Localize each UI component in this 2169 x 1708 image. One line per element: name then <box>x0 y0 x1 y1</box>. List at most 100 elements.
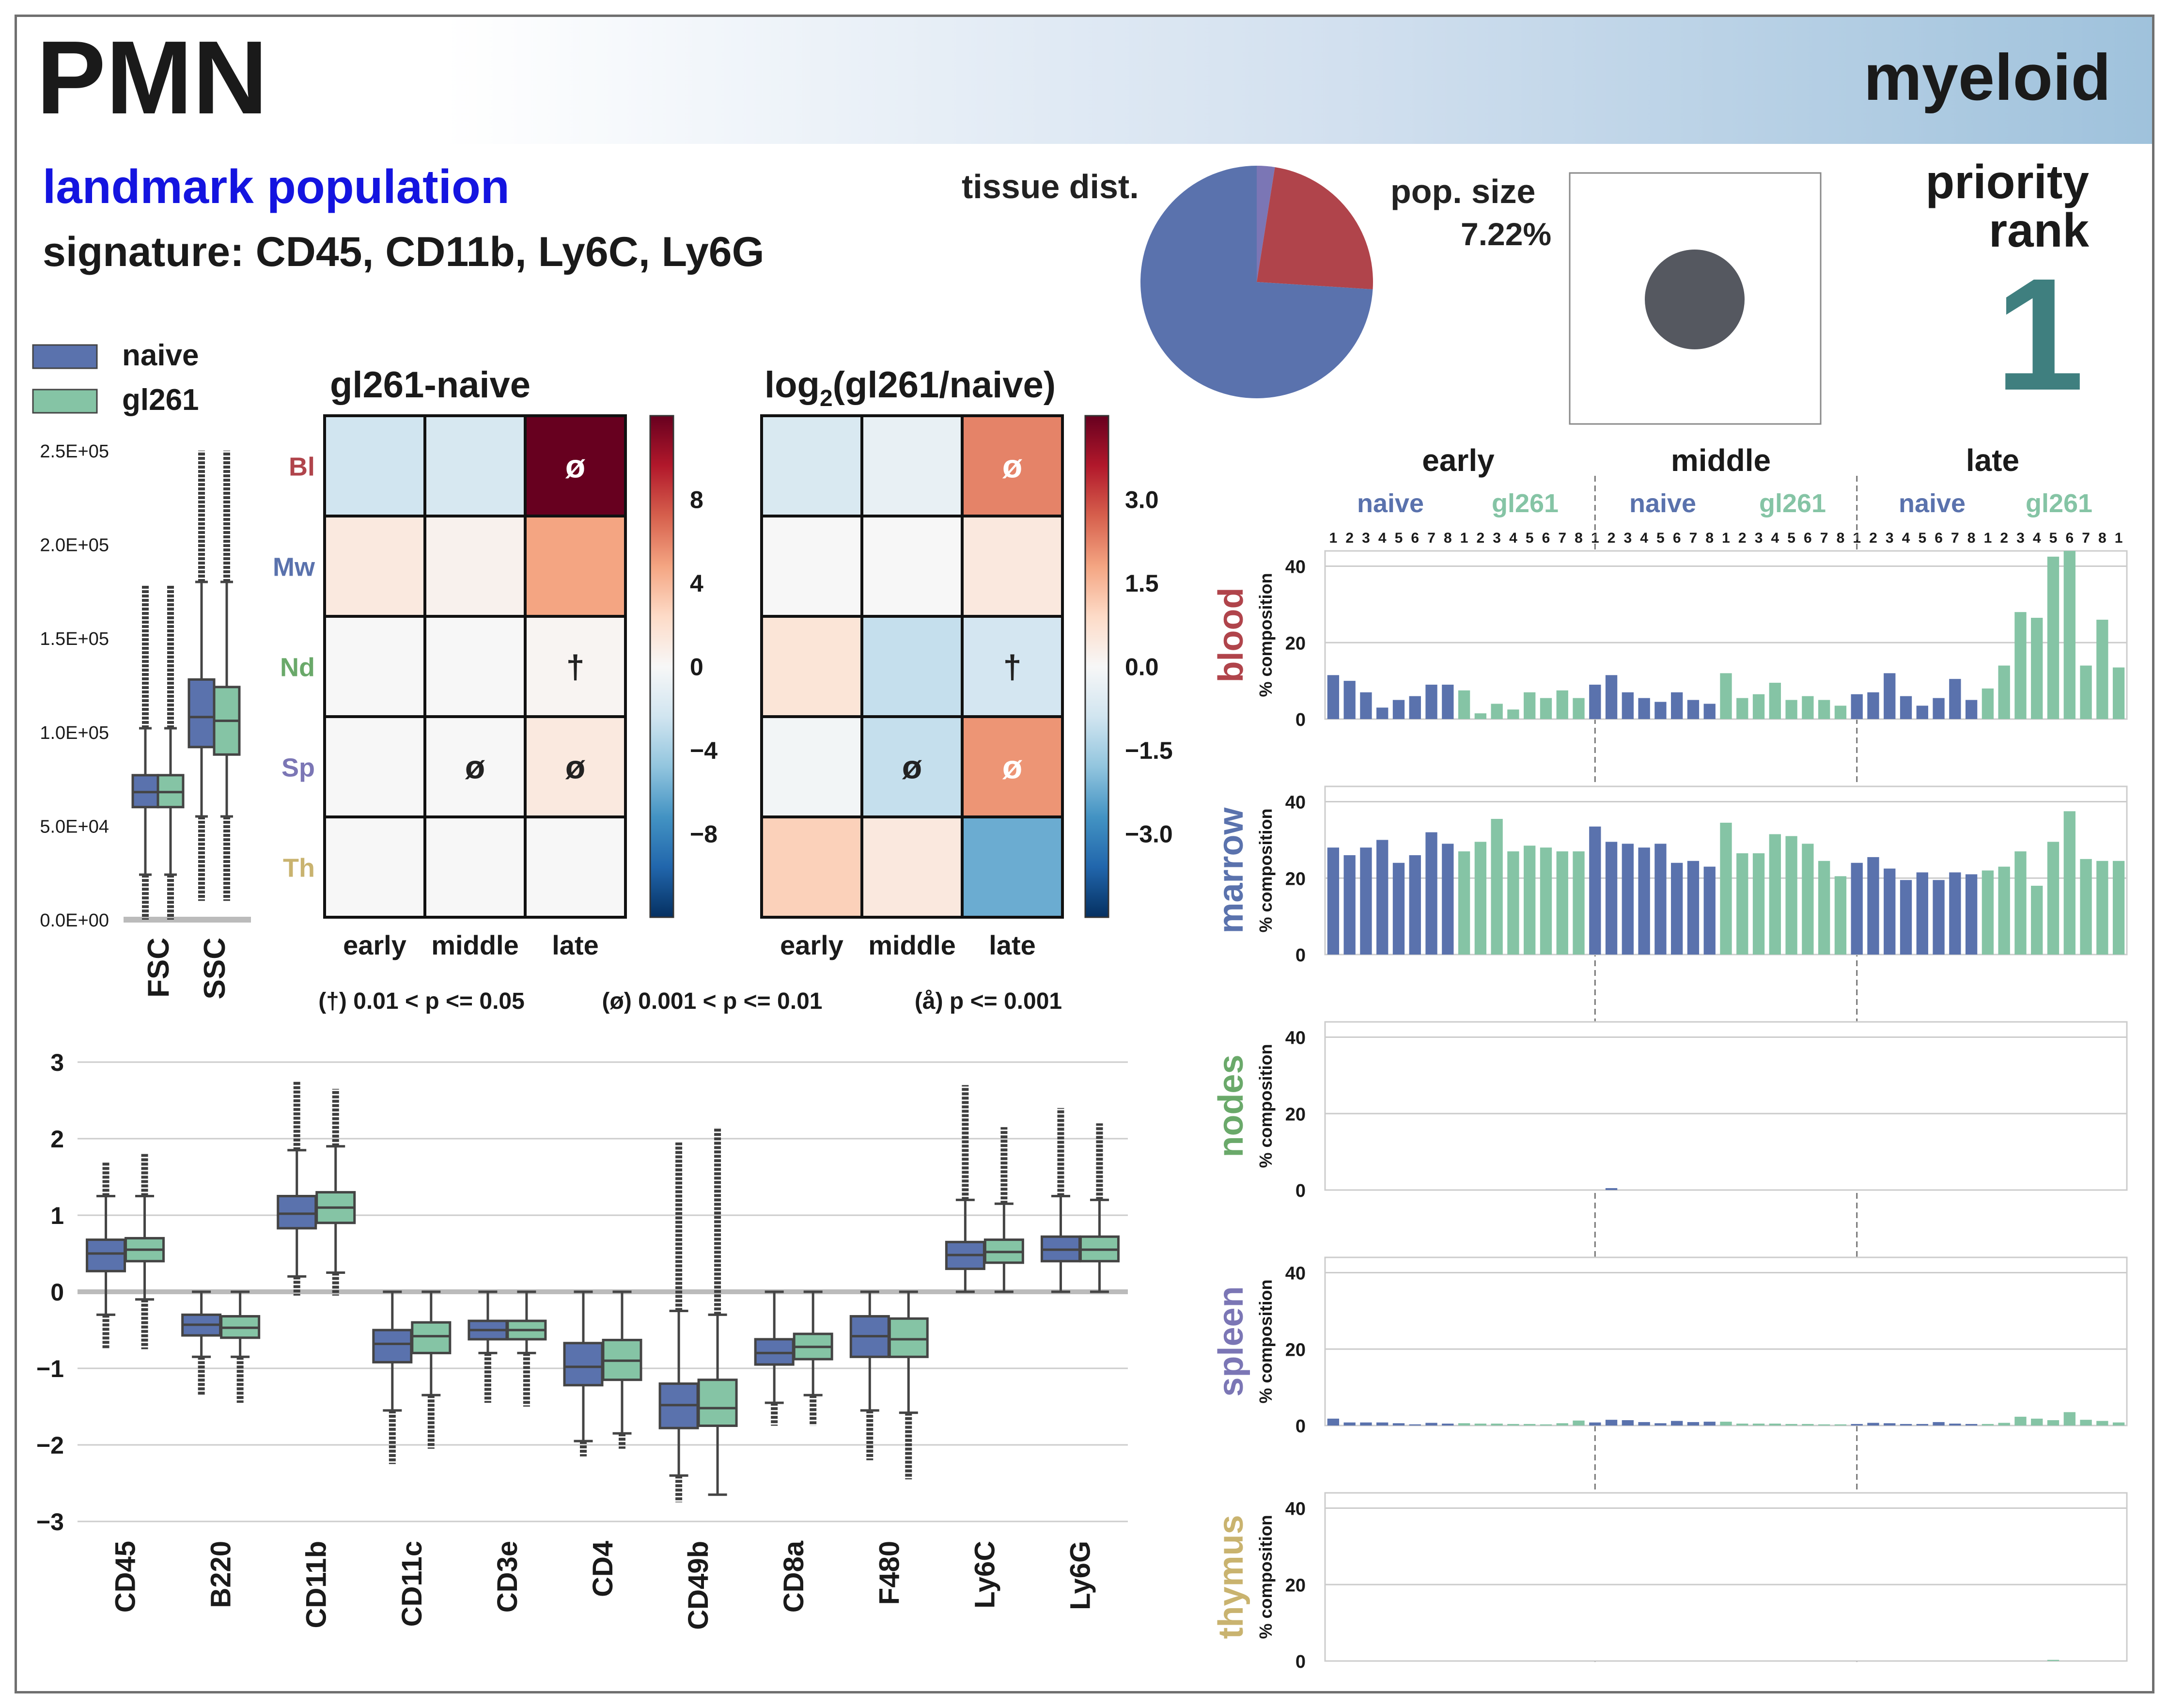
panel-ytick: 20 <box>1285 1104 1306 1125</box>
bar-marrow <box>1884 868 1896 955</box>
heat-cell-Nd-middle <box>860 615 964 718</box>
marker-xlabel-Ly6C: Ly6C <box>969 1541 1000 1609</box>
bar-spleen <box>2031 1418 2043 1426</box>
bar-marrow <box>1654 844 1667 955</box>
marker-box-CD45-gl261 <box>125 1154 165 1349</box>
bar-marrow <box>1949 872 1961 955</box>
bar-blood <box>1442 685 1454 719</box>
bar-blood <box>1949 679 1961 719</box>
bar-spleen <box>1458 1423 1470 1426</box>
bar-blood <box>1736 698 1748 719</box>
replicate-label: 1 <box>1984 530 1992 546</box>
bar-blood <box>1507 709 1519 719</box>
panel-ytick: 40 <box>1285 557 1306 578</box>
bar-marrow <box>1507 851 1519 955</box>
bar-blood <box>1703 704 1716 719</box>
bar-blood <box>1834 705 1847 719</box>
heat-cell-Nd-late <box>961 615 1064 718</box>
replicate-label: 8 <box>1705 530 1714 546</box>
bar-blood <box>1654 702 1667 719</box>
bar-spleen <box>1524 1424 1536 1426</box>
bar-marrow <box>1556 851 1568 955</box>
bar-spleen <box>1769 1424 1781 1426</box>
colorbar-tick: 1.5 <box>1125 570 1159 597</box>
bar-marrow <box>1818 861 1830 955</box>
tissue-dist-label: tissue dist. <box>962 168 1139 205</box>
footnote-slash: (ø) 0.001 < p <= 0.01 <box>602 988 823 1014</box>
marker-box-CD8a-gl261 <box>793 1290 833 1426</box>
heatmap-ratio-title: log2(gl261/naive) <box>765 364 1056 411</box>
condition-label-gl261: gl261 <box>1492 489 1559 518</box>
marker-box-CD11c-gl261 <box>411 1290 452 1449</box>
replicate-label: 6 <box>1673 530 1681 546</box>
panel-ytick: 0 <box>1295 945 1306 966</box>
bar-spleen <box>1605 1420 1618 1426</box>
marker-box-B220-naive <box>181 1290 222 1395</box>
colorbar-tick: −1.5 <box>1125 737 1173 764</box>
bar-blood <box>1982 688 1994 719</box>
bar-blood <box>2063 551 2075 719</box>
bar-blood <box>2096 619 2108 719</box>
bar-marrow <box>1802 844 1814 955</box>
bar-marrow <box>1622 844 1634 955</box>
panel-ytick: 0 <box>1295 1416 1306 1437</box>
marker-ytick: −3 <box>36 1508 64 1536</box>
heat-cell-Th-late <box>961 815 1064 919</box>
panel-ytick: 40 <box>1285 793 1306 813</box>
tissue-label-thymus: thymus <box>1212 1515 1250 1639</box>
bar-spleen <box>1851 1424 1863 1426</box>
bar-blood <box>1622 692 1634 719</box>
colorbar <box>649 415 674 918</box>
heat-annotation: ø <box>902 749 922 786</box>
replicate-label: 7 <box>1951 530 1959 546</box>
marker-box-F480-gl261 <box>888 1290 929 1480</box>
tissue-label-nodes: nodes <box>1212 1054 1250 1157</box>
heat-cell-Th-middle <box>860 815 964 919</box>
replicate-label: 8 <box>2098 530 2107 546</box>
bar-spleen <box>2014 1416 2027 1426</box>
bar-spleen <box>1818 1424 1830 1426</box>
box <box>563 1342 604 1387</box>
bar-spleen <box>1884 1423 1896 1426</box>
box <box>277 1195 317 1230</box>
bar-marrow <box>1491 819 1503 955</box>
marker-xlabel-CD49b: CD49b <box>683 1541 714 1630</box>
marker-box-CD8a-naive <box>754 1290 795 1426</box>
bar-blood <box>1720 673 1732 719</box>
replicate-label: 7 <box>1427 530 1436 546</box>
bar-marrow <box>1834 876 1847 955</box>
replicate-label: 3 <box>2016 530 2025 546</box>
marker-xlabel-B220: B220 <box>205 1541 237 1608</box>
scatter-ytick: 5.0E+04 <box>40 816 109 837</box>
replicate-label: 6 <box>1804 530 1812 546</box>
scatter-xlabel-SSC: SSC <box>198 938 232 999</box>
replicate-label: 6 <box>1935 530 1943 546</box>
bar-marrow <box>2014 851 2027 955</box>
timepoint-label-early: early <box>1422 443 1495 478</box>
panel-frame-thymus <box>1324 1492 2128 1662</box>
marker-box-CD4-naive <box>563 1290 604 1457</box>
replicate-label: 5 <box>1787 530 1795 546</box>
bar-marrow <box>2047 842 2060 955</box>
replicate-label: 2 <box>1345 530 1354 546</box>
bar-spleen <box>2047 1420 2060 1426</box>
cell-class-label: myeloid <box>1863 41 2111 114</box>
tissue-label-blood: blood <box>1212 588 1250 683</box>
replicate-label: 5 <box>2049 530 2058 546</box>
header-banner <box>17 17 2152 144</box>
replicate-label: 8 <box>1967 530 1976 546</box>
marker-xlabel-Ly6G: Ly6G <box>1064 1541 1096 1610</box>
heat-col-label-early: early <box>780 930 843 960</box>
marker-box-CD49b-naive <box>658 1142 699 1503</box>
replicate-label: 2 <box>1477 530 1485 546</box>
colorbar-tick: 8 <box>690 486 703 514</box>
bar-blood <box>2047 556 2060 719</box>
bar-marrow <box>1982 870 1994 955</box>
bar-nodes <box>1605 1188 1618 1190</box>
